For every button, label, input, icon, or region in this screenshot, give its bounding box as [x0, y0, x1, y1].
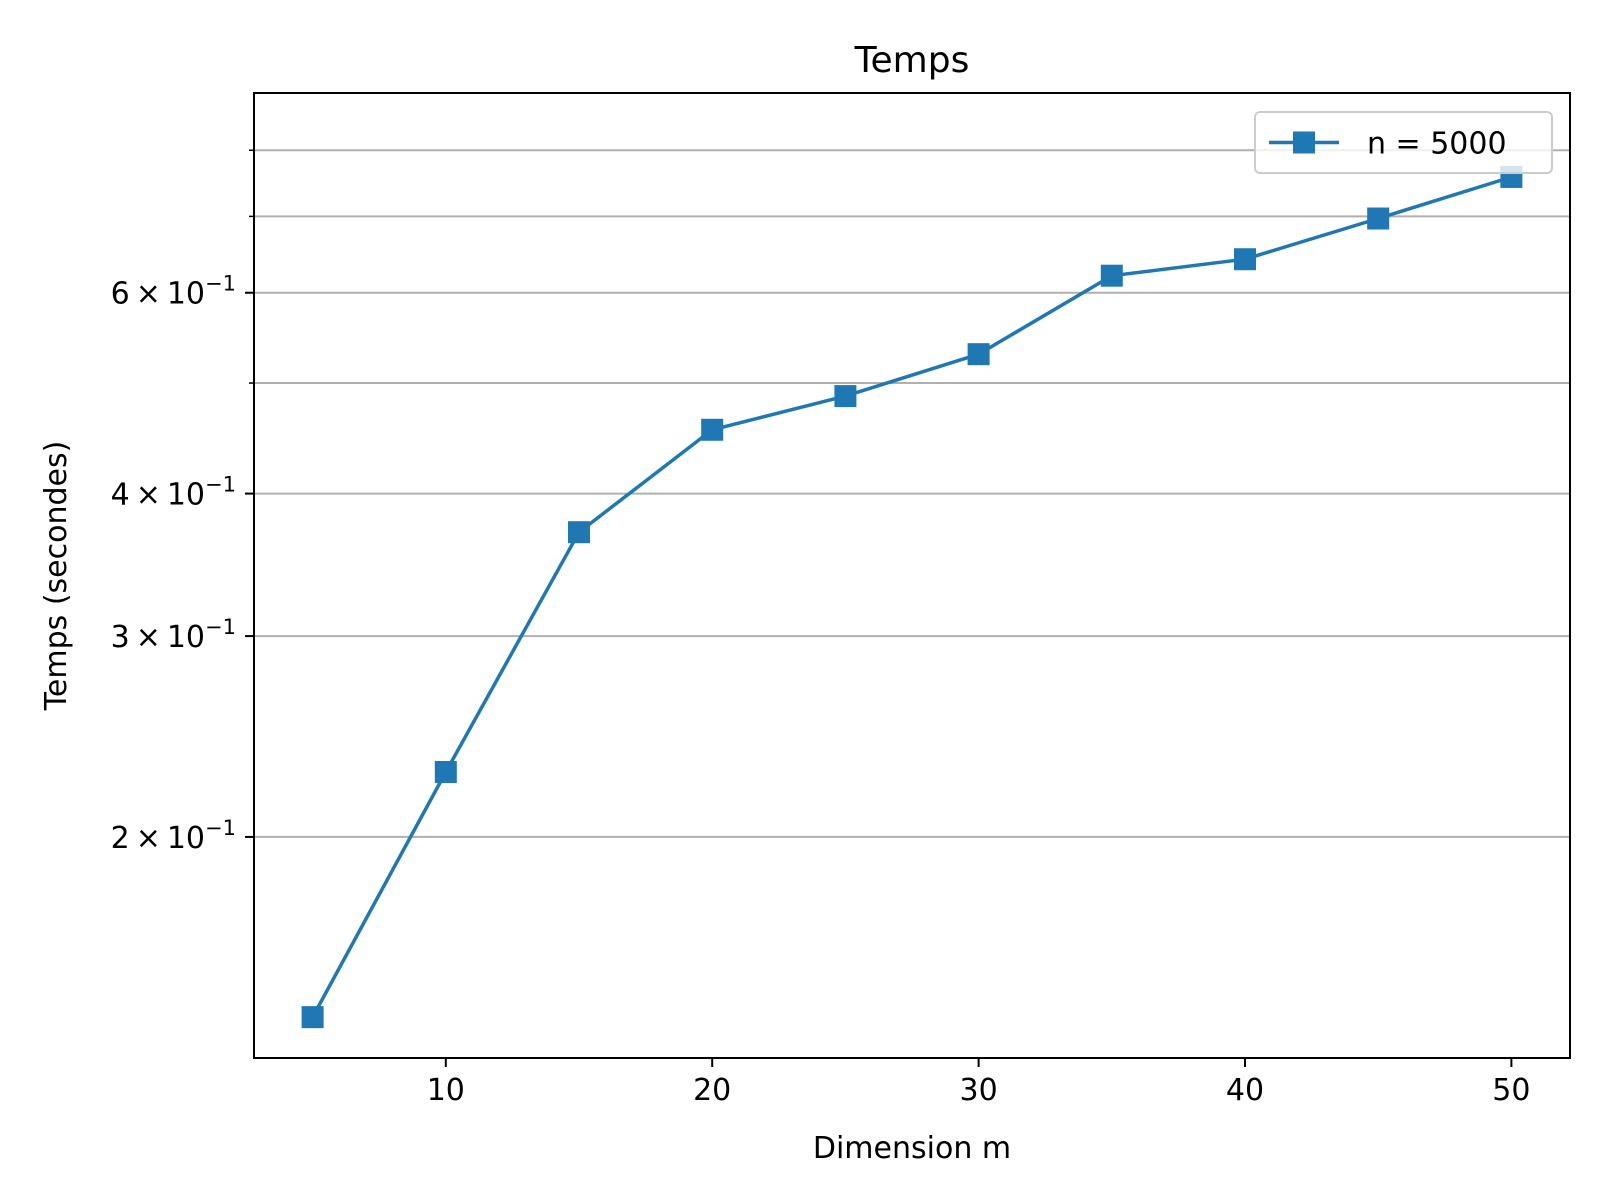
series-layer — [301, 165, 1523, 1029]
x-tick-label: 40 — [1226, 1073, 1264, 1108]
y-axis-label: Temps (secondes) — [39, 441, 74, 712]
y-tick-label: 3 × 10−1 — [111, 615, 236, 655]
plot-frame — [253, 92, 1571, 1059]
data-point-marker — [967, 343, 990, 366]
data-point-marker — [834, 385, 857, 408]
data-point-marker — [1100, 264, 1123, 287]
x-axis-label: Dimension m — [813, 1131, 1011, 1166]
data-point-marker — [1367, 207, 1390, 230]
y-tick-label: 2 × 10−1 — [111, 816, 236, 856]
data-point-marker — [434, 761, 457, 784]
data-point-marker — [568, 521, 591, 544]
chart-title: Temps — [854, 40, 970, 81]
x-tick-label: 10 — [427, 1073, 465, 1108]
x-tick-label: 20 — [693, 1073, 731, 1108]
data-point-marker — [701, 418, 724, 441]
grid-lines — [254, 149, 1570, 838]
axis-ticks: 10 20 30 40 50 2 × 10−1 3 × 10−1 4 × 10−1 6 × 10… — [111, 149, 1530, 1108]
y-tick-label: 4 × 10−1 — [111, 473, 236, 513]
legend-entry-label: n = 5000 — [1367, 127, 1507, 162]
series-line — [311, 175, 1512, 1019]
legend-box — [1254, 111, 1553, 174]
x-tick-label: 30 — [960, 1073, 998, 1108]
data-point-marker — [1233, 248, 1256, 271]
legend: n = 5000 — [1254, 111, 1553, 174]
data-point-marker — [301, 1006, 324, 1029]
legend-marker-swatch — [1293, 131, 1315, 154]
y-tick-label: 6 × 10−1 — [111, 272, 236, 312]
x-tick-label: 50 — [1492, 1073, 1530, 1108]
